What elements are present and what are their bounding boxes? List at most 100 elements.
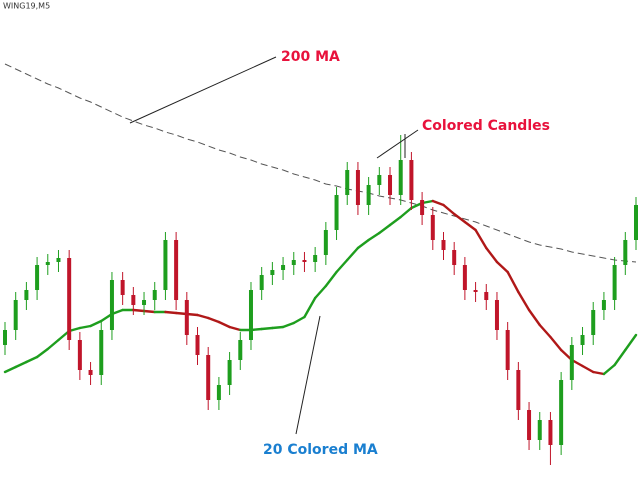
candle-body (313, 255, 318, 262)
candle-body (281, 265, 286, 270)
ma-segment (549, 335, 563, 352)
ma-segment (399, 206, 413, 219)
ma-segment (35, 347, 49, 359)
candle-body (67, 258, 72, 340)
candle-body (366, 185, 371, 205)
candle-body (195, 335, 200, 355)
candle-body (623, 240, 628, 265)
candle-body (420, 200, 425, 215)
ma-segment (581, 364, 595, 374)
candle-body (227, 360, 232, 385)
candle-body (142, 300, 147, 305)
ma-segment (485, 246, 499, 264)
candle-body (45, 262, 50, 265)
ma-segment (313, 284, 328, 300)
candle-body (516, 370, 521, 410)
annotation-label: Colored Candles (422, 118, 550, 134)
candle-body (591, 310, 596, 335)
ma-segment (442, 203, 456, 216)
ma-segment (356, 238, 370, 250)
ma-segment (388, 215, 402, 227)
candle-body (388, 175, 393, 195)
leader-line (295, 315, 321, 435)
candle-body (56, 258, 61, 262)
candle-body (270, 270, 275, 275)
candle-body (152, 290, 157, 300)
ma-segment (517, 290, 531, 312)
annotation-label: 200 MA (281, 49, 340, 65)
ma-segment (14, 360, 28, 369)
ma-segment (271, 325, 285, 330)
candle-body (184, 300, 189, 335)
candle-body (35, 265, 40, 290)
candle-body (537, 420, 542, 440)
candle-body (409, 160, 414, 200)
ma-segment (346, 246, 360, 262)
ma-segment (46, 338, 60, 351)
candle-body (473, 290, 478, 292)
ma-segment (624, 333, 638, 352)
candle-body (163, 240, 168, 290)
candle-body (527, 410, 532, 440)
ma-segment (3, 365, 17, 374)
ma-segment (207, 316, 221, 324)
candle-body (441, 240, 446, 250)
candle-body (569, 345, 574, 380)
ma-segment (132, 308, 146, 313)
ma-segment (506, 270, 520, 294)
ma-segment (228, 325, 242, 332)
candle-body (109, 280, 114, 330)
ma-segment (260, 326, 274, 331)
candle-body (238, 340, 243, 360)
ma-segment (538, 323, 552, 339)
ma-segment (217, 320, 231, 329)
ma-segment (196, 313, 210, 320)
candle-body (323, 230, 328, 255)
ma-segment (602, 363, 616, 376)
candle-body (355, 170, 360, 205)
candle-body (334, 195, 339, 230)
ma-segment (431, 199, 445, 207)
ma-segment (452, 212, 467, 224)
candle-body (13, 300, 18, 330)
chart-title: WING19,M5 (3, 2, 50, 11)
candle-body (548, 420, 553, 445)
candle-body (398, 160, 403, 195)
candle-body (291, 260, 296, 265)
ma-segment (25, 355, 39, 364)
candle-body (601, 300, 606, 310)
candle-body (77, 340, 82, 370)
ma-segment (613, 348, 627, 367)
candle-body (494, 300, 499, 330)
ma-segment (474, 228, 488, 250)
ma-segment (592, 370, 606, 376)
candle-body (120, 280, 125, 295)
candle-body (24, 290, 29, 300)
candle-body (206, 355, 211, 400)
ma-segment (89, 319, 103, 328)
candle-body (505, 330, 510, 370)
candle-body (462, 265, 467, 290)
annotation-label: 20 Colored MA (263, 442, 378, 458)
candle-body (3, 330, 7, 345)
candle-body (99, 330, 104, 375)
leader-line (376, 129, 419, 159)
leader-line (129, 56, 277, 124)
candle-body (248, 290, 253, 340)
candle-body (174, 240, 179, 300)
ma-segment (378, 223, 392, 235)
ma-segment (527, 308, 541, 327)
ma-segment (335, 258, 349, 274)
candle-body (612, 265, 617, 300)
ma-segment (367, 231, 381, 242)
ma-line (4, 63, 637, 263)
ma-segment (164, 310, 178, 315)
ma-segment (281, 321, 295, 329)
candle-body (430, 215, 435, 240)
candle-body (88, 370, 93, 375)
candle-body (377, 175, 382, 185)
ma-segment (78, 324, 92, 330)
candle-body (484, 292, 489, 300)
